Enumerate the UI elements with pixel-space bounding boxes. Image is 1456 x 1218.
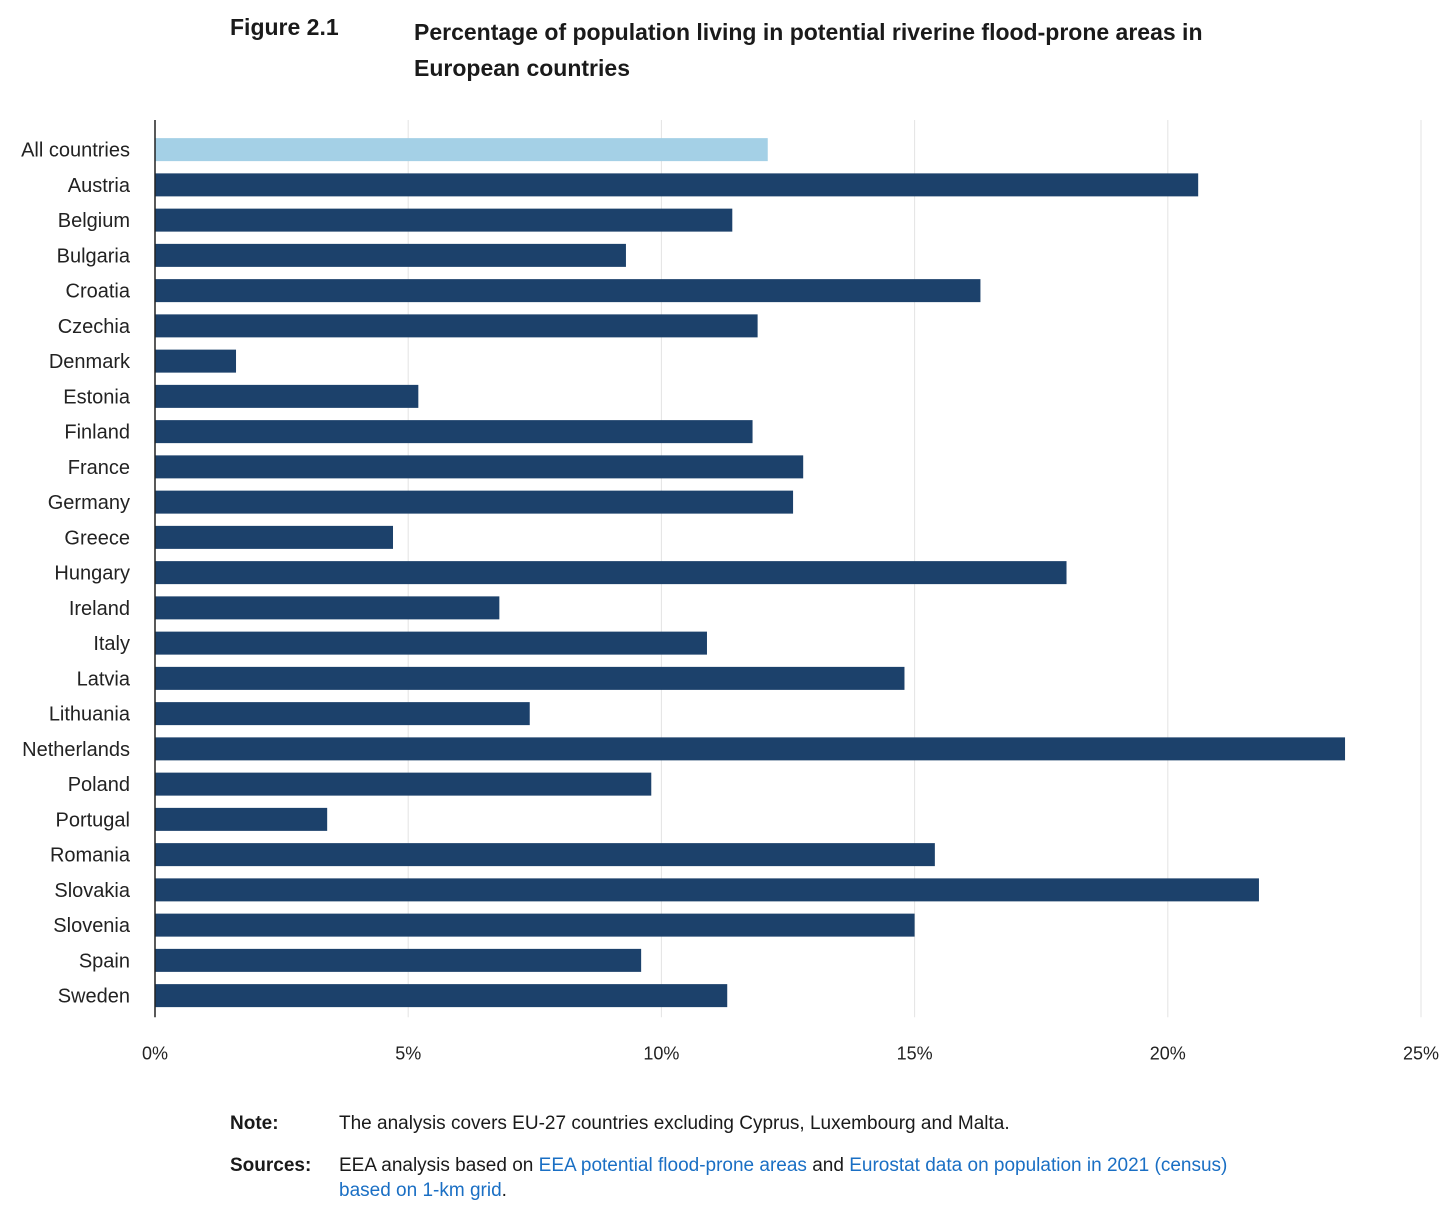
figure-label: Figure 2.1 (230, 14, 339, 40)
bar-france (155, 455, 804, 479)
bar-austria (155, 173, 1199, 197)
category-label: Denmark (49, 351, 131, 373)
category-label: Belgium (58, 210, 130, 232)
category-label: Spain (79, 950, 130, 972)
category-label: Poland (68, 774, 130, 796)
bar-finland (155, 420, 753, 444)
bar-all-countries (155, 138, 768, 162)
bar-portugal (155, 807, 328, 831)
category-label: Ireland (69, 598, 130, 620)
x-tick-label: 5% (395, 1043, 421, 1063)
sources-label: Sources: (230, 1155, 312, 1176)
category-label: Romania (50, 845, 131, 867)
flood-areas-link[interactable]: EEA potential flood-prone areas (538, 1155, 807, 1176)
x-tick-label: 15% (897, 1043, 933, 1063)
category-label: Bulgaria (57, 245, 131, 267)
bar-hungary (155, 561, 1067, 585)
note-label: Note: (230, 1113, 279, 1134)
category-label: Czechia (58, 316, 131, 338)
bar-italy (155, 631, 707, 655)
bar-netherlands (155, 737, 1346, 761)
sources-suffix: . (501, 1180, 507, 1201)
category-label: Netherlands (22, 739, 130, 761)
category-label: Slovenia (53, 915, 131, 937)
bar-czechia (155, 314, 758, 338)
bars (155, 138, 1346, 1008)
x-tick-label: 25% (1403, 1043, 1439, 1063)
category-label: Slovakia (54, 880, 130, 902)
category-label: Finland (64, 422, 130, 444)
bar-poland (155, 772, 652, 796)
category-label: Lithuania (49, 704, 131, 726)
bar-latvia (155, 666, 905, 690)
note-text: The analysis covers EU-27 countries excl… (339, 1113, 1010, 1134)
bar-spain (155, 948, 642, 972)
bar-slovakia (155, 878, 1259, 902)
bar-romania (155, 843, 935, 867)
x-tick-labels: 0% 5% 10% 15% 20% 25% (142, 1043, 1439, 1063)
bar-slovenia (155, 913, 915, 937)
category-labels: All countries Austria Belgium Bulgaria Croat… (21, 140, 131, 1008)
bar-belgium (155, 208, 733, 232)
category-label: Greece (64, 527, 130, 549)
x-tick-label: 20% (1150, 1043, 1186, 1063)
sources-text: EEA analysis based on EEA potential floo… (339, 1153, 1239, 1203)
sources-prefix: EEA analysis based on (339, 1155, 539, 1176)
category-label: All countries (21, 140, 130, 162)
bar-croatia (155, 279, 981, 303)
category-label: Germany (48, 492, 130, 514)
bar-estonia (155, 384, 419, 408)
category-label: Hungary (54, 563, 130, 585)
category-label: Sweden (58, 986, 130, 1008)
bar-germany (155, 490, 794, 514)
sources-mid: and (806, 1155, 850, 1176)
category-label: France (68, 457, 130, 479)
category-label: Estonia (63, 386, 131, 408)
bar-chart: All countries Austria Belgium Bulgaria Croat… (21, 120, 1439, 1063)
x-tick-label: 0% (142, 1043, 168, 1063)
bar-lithuania (155, 702, 530, 726)
category-label: Portugal (56, 809, 131, 831)
bar-denmark (155, 349, 237, 373)
x-tick-label: 10% (643, 1043, 679, 1063)
chart-title: Percentage of population living in poten… (414, 19, 1203, 81)
category-label: Croatia (66, 281, 131, 303)
eurostat-population-link[interactable]: Eurostat data on population in 2021 (cen… (339, 1155, 1228, 1201)
category-label: Austria (68, 175, 131, 197)
bar-ireland (155, 596, 500, 620)
bar-sweden (155, 984, 728, 1008)
category-label: Latvia (77, 668, 131, 690)
category-label: Italy (93, 633, 130, 655)
bar-greece (155, 525, 394, 549)
bar-bulgaria (155, 243, 626, 267)
